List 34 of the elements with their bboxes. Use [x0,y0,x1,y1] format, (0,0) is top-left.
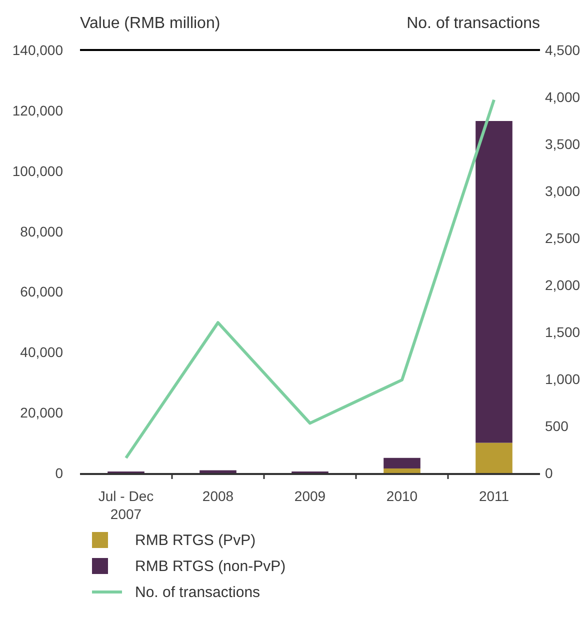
x-tick-label: 2011 [478,488,510,504]
y2-tick-label: 1,000 [545,371,580,387]
y2-tick-label: 3,500 [545,136,580,152]
y2-tick-label: 4,500 [545,42,580,58]
y2-tick-label: 0 [545,465,553,481]
y-tick-label: 0 [55,465,64,481]
legend-label: RMB RTGS (non-PvP) [135,558,286,575]
line-series [124,98,496,460]
y-axis-title: Value (RMB million) [80,15,220,32]
y2-tick-label: 3,000 [545,183,580,199]
y-tick-label: 80,000 [20,223,64,240]
y-tick-label: 40,000 [20,344,64,360]
x-tick-label: Jul - Dec 2007 [98,488,154,522]
bar [384,468,420,473]
bar [200,470,236,473]
bar [476,121,512,443]
y2-tick-label: 2,500 [545,230,580,246]
y-tick-label: 100,000 [12,162,64,179]
y2-tick-label: 4,000 [545,89,580,105]
legend-label: No. of transactions [135,584,260,601]
x-tick-label: 2010 [386,488,418,504]
y-tick-label: 120,000 [12,102,64,118]
y2-tick-label: 500 [545,418,569,434]
bar [476,442,512,473]
y2-tick-label: 2,000 [545,277,580,293]
bar [384,458,420,468]
y2-axis-title: No. of transactions [406,15,540,32]
y-tick-label: 20,000 [20,404,64,421]
x-tick-label: 2009 [294,488,326,504]
y2-tick-label: 1,500 [545,324,580,340]
x-tick-label: 2008 [202,488,234,504]
y-tick-label: 60,000 [20,284,64,300]
legend-label: RMB RTGS (PvP) [135,532,256,549]
y-tick-label: 140,000 [12,42,64,58]
